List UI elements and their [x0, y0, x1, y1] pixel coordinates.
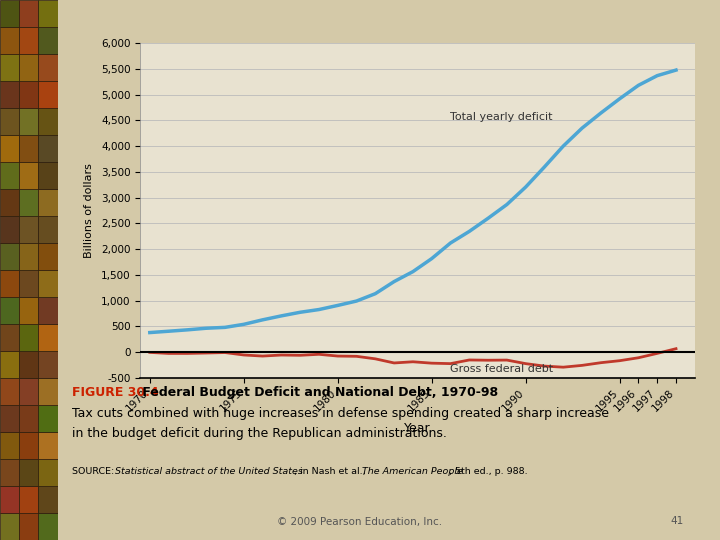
Bar — [38, 135, 58, 162]
Text: FIGURE 30.4: FIGURE 30.4 — [72, 386, 158, 399]
Bar — [0, 189, 19, 216]
Bar — [38, 216, 58, 243]
Bar — [38, 0, 58, 27]
Bar — [19, 378, 38, 405]
Text: 41: 41 — [671, 516, 684, 526]
Text: , in Nash et al.,: , in Nash et al., — [294, 467, 369, 476]
Bar — [0, 297, 19, 324]
Bar — [19, 270, 38, 297]
Bar — [0, 108, 19, 135]
Bar — [38, 189, 58, 216]
Bar — [0, 432, 19, 459]
Bar — [38, 432, 58, 459]
Text: The American People: The American People — [362, 467, 463, 476]
Bar — [38, 486, 58, 513]
Text: Total yearly deficit: Total yearly deficit — [451, 112, 553, 123]
Text: , 5th ed., p. 988.: , 5th ed., p. 988. — [449, 467, 527, 476]
Bar — [0, 405, 19, 432]
Bar — [0, 27, 19, 54]
Bar — [0, 459, 19, 486]
Bar — [38, 81, 58, 108]
Bar — [0, 243, 19, 270]
Text: © 2009 Pearson Education, Inc.: © 2009 Pearson Education, Inc. — [277, 516, 443, 526]
Bar — [19, 324, 38, 351]
Bar — [0, 378, 19, 405]
Bar — [38, 351, 58, 378]
Bar — [19, 459, 38, 486]
Bar — [38, 405, 58, 432]
Text: Federal Budget Deficit and National Debt, 1970-98: Federal Budget Deficit and National Debt… — [138, 386, 498, 399]
Bar — [0, 513, 19, 540]
Bar — [19, 513, 38, 540]
Bar — [0, 216, 19, 243]
Bar — [38, 297, 58, 324]
Bar — [38, 378, 58, 405]
Bar — [38, 324, 58, 351]
Bar — [19, 405, 38, 432]
Bar — [19, 0, 38, 27]
Bar — [19, 54, 38, 81]
Bar — [38, 459, 58, 486]
Bar — [19, 27, 38, 54]
Bar — [19, 243, 38, 270]
X-axis label: Year: Year — [405, 422, 431, 435]
Y-axis label: Billions of dollars: Billions of dollars — [84, 163, 94, 258]
Bar — [38, 108, 58, 135]
Text: SOURCE:: SOURCE: — [72, 467, 117, 476]
Bar — [0, 81, 19, 108]
Bar — [0, 135, 19, 162]
Text: Tax cuts combined with huge increases in defense spending created a sharp increa: Tax cuts combined with huge increases in… — [72, 407, 609, 420]
Bar — [38, 243, 58, 270]
Bar — [0, 162, 19, 189]
Bar — [19, 216, 38, 243]
Bar — [38, 54, 58, 81]
Text: in the budget deficit during the Republican administrations.: in the budget deficit during the Republi… — [72, 427, 447, 440]
Bar — [38, 270, 58, 297]
Bar — [0, 486, 19, 513]
Bar — [19, 135, 38, 162]
Bar — [19, 297, 38, 324]
Bar — [19, 351, 38, 378]
Bar — [19, 162, 38, 189]
Bar — [38, 162, 58, 189]
Bar — [19, 81, 38, 108]
Bar — [19, 486, 38, 513]
Bar — [0, 351, 19, 378]
Bar — [38, 513, 58, 540]
Text: Statistical abstract of the United States: Statistical abstract of the United State… — [115, 467, 303, 476]
Text: Gross federal debt: Gross federal debt — [451, 364, 554, 374]
Bar — [19, 108, 38, 135]
Bar — [0, 324, 19, 351]
Bar — [38, 27, 58, 54]
Bar — [19, 189, 38, 216]
Bar — [0, 270, 19, 297]
Bar — [0, 54, 19, 81]
Bar — [19, 432, 38, 459]
Bar — [0, 0, 19, 27]
